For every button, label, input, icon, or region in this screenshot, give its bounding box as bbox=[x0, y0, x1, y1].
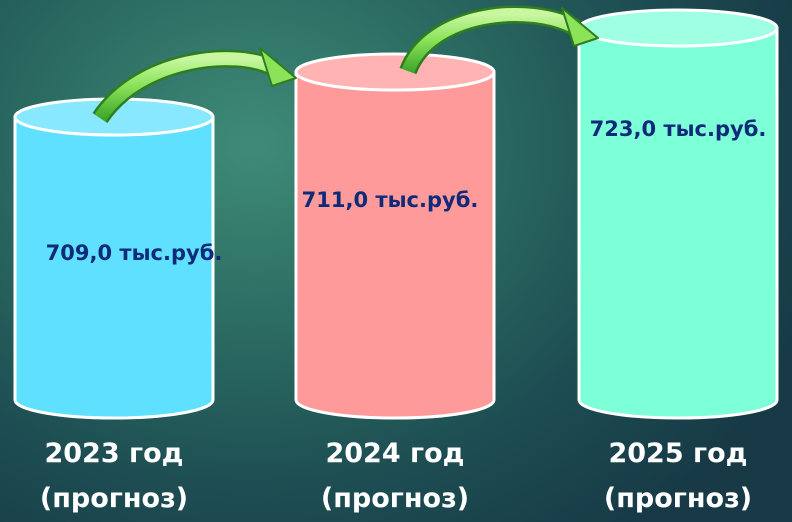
category-note: (прогноз) bbox=[604, 483, 752, 514]
category-note: (прогноз) bbox=[40, 483, 188, 514]
cylinder-top bbox=[294, 52, 496, 92]
connector-arrow bbox=[92, 47, 297, 124]
category-note: (прогноз) bbox=[321, 483, 469, 514]
connector-arrow bbox=[399, 5, 599, 75]
cylinder-top bbox=[577, 8, 779, 48]
cylinder-bar bbox=[577, 8, 779, 420]
value-label: 723,0 тыс.руб. bbox=[590, 117, 767, 141]
cylinder-body bbox=[294, 70, 496, 420]
value-label: 709,0 тыс.руб. bbox=[46, 241, 223, 265]
cylinder-body bbox=[577, 26, 779, 420]
category-label: 2023 год bbox=[44, 438, 183, 469]
category-label: 2024 год bbox=[325, 438, 464, 469]
value-label: 711,0 тыс.руб. bbox=[302, 188, 479, 212]
category-label: 2025 год bbox=[608, 438, 747, 469]
cylinder-body bbox=[13, 115, 215, 420]
cylinder-bar bbox=[294, 52, 496, 420]
